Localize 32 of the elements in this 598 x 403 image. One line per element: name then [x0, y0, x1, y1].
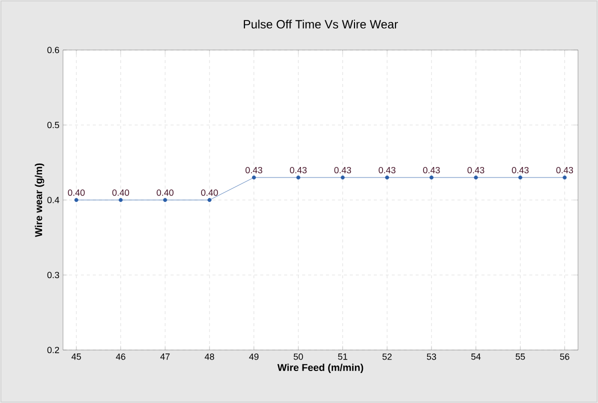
y-tick-label: 0.6: [47, 46, 60, 54]
data-label: 0.43: [290, 166, 307, 174]
x-tick-label: 46: [116, 354, 126, 360]
x-tick-label: 48: [204, 354, 214, 360]
y-tick-label: 0.4: [47, 196, 60, 204]
data-label: 0.43: [468, 166, 484, 174]
x-tick-label: 52: [382, 354, 392, 360]
x-axis-title: Wire Feed (m/min): [277, 364, 364, 373]
x-tick-label: 50: [294, 354, 303, 360]
data-label: 0.40: [68, 189, 85, 196]
data-label: 0.43: [246, 166, 262, 174]
x-tick-label: 54: [471, 354, 481, 360]
data-label: 0.43: [334, 166, 352, 174]
data-label: 0.43: [512, 166, 529, 174]
x-tick-label: 47: [160, 354, 170, 360]
y-tick-label: 0.3: [47, 272, 60, 278]
data-label: 0.43: [423, 166, 440, 174]
x-tick-label: 53: [426, 354, 436, 360]
chart-title: Pulse Off Time Vs Wire Wear: [244, 20, 398, 28]
x-tick-label: 51: [338, 354, 348, 360]
x-tick-label: 49: [249, 354, 258, 360]
x-tick-label: 45: [72, 354, 81, 360]
data-label: 0.40: [112, 189, 130, 196]
x-tick-label: 55: [516, 354, 525, 360]
data-label: 0.40: [156, 189, 174, 196]
y-tick-label: 0.5: [47, 122, 60, 128]
y-axis-title: Wire wear (g/m): [34, 163, 44, 238]
x-tick-label: 56: [560, 354, 570, 360]
data-label: 0.40: [201, 189, 218, 196]
y-tick-label: 0.2: [47, 346, 60, 354]
data-label: 0.43: [556, 166, 574, 174]
data-label: 0.43: [378, 166, 396, 174]
